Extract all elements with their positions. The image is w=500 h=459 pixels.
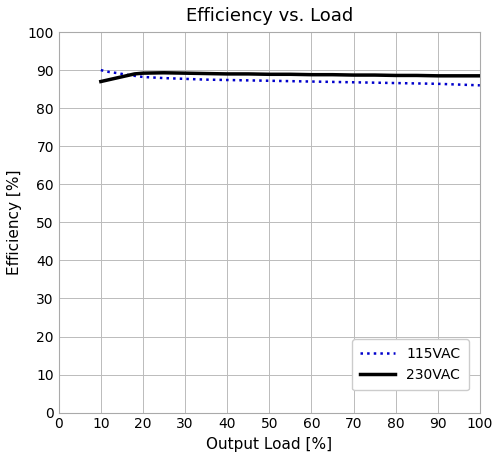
230VAC bbox=[456, 73, 462, 78]
230VAC bbox=[132, 71, 138, 77]
115VAC bbox=[477, 83, 483, 88]
230VAC bbox=[350, 73, 356, 78]
230VAC bbox=[161, 70, 167, 76]
115VAC bbox=[392, 80, 398, 86]
230VAC bbox=[123, 73, 129, 78]
Line: 115VAC: 115VAC bbox=[101, 70, 480, 85]
115VAC bbox=[106, 69, 112, 75]
230VAC bbox=[288, 72, 294, 77]
230VAC bbox=[245, 71, 251, 77]
230VAC bbox=[98, 79, 104, 84]
115VAC bbox=[456, 82, 462, 87]
230VAC bbox=[224, 71, 230, 77]
230VAC bbox=[266, 72, 272, 77]
115VAC bbox=[350, 79, 356, 85]
230VAC bbox=[414, 73, 420, 78]
X-axis label: Output Load [%]: Output Load [%] bbox=[206, 437, 332, 452]
230VAC bbox=[372, 73, 378, 78]
Line: 230VAC: 230VAC bbox=[101, 73, 480, 82]
230VAC bbox=[140, 70, 146, 76]
230VAC bbox=[182, 70, 188, 76]
Title: Efficiency vs. Load: Efficiency vs. Load bbox=[186, 7, 353, 25]
115VAC bbox=[161, 75, 167, 81]
115VAC bbox=[123, 72, 129, 78]
230VAC bbox=[392, 73, 398, 78]
115VAC bbox=[288, 78, 294, 84]
230VAC bbox=[308, 72, 314, 78]
Legend: 115VAC, 230VAC: 115VAC, 230VAC bbox=[352, 339, 469, 391]
230VAC bbox=[477, 73, 483, 78]
230VAC bbox=[203, 71, 209, 76]
115VAC bbox=[182, 76, 188, 82]
Y-axis label: Efficiency [%]: Efficiency [%] bbox=[7, 169, 22, 275]
115VAC bbox=[98, 67, 104, 73]
115VAC bbox=[224, 77, 230, 83]
230VAC bbox=[330, 72, 336, 78]
115VAC bbox=[435, 81, 441, 87]
230VAC bbox=[106, 77, 112, 82]
115VAC bbox=[330, 79, 336, 84]
230VAC bbox=[435, 73, 441, 78]
115VAC bbox=[114, 70, 120, 76]
115VAC bbox=[203, 77, 209, 82]
230VAC bbox=[114, 75, 120, 80]
115VAC bbox=[140, 74, 146, 80]
115VAC bbox=[414, 81, 420, 86]
115VAC bbox=[372, 80, 378, 85]
115VAC bbox=[308, 79, 314, 84]
115VAC bbox=[132, 73, 138, 78]
115VAC bbox=[266, 78, 272, 84]
115VAC bbox=[245, 78, 251, 83]
